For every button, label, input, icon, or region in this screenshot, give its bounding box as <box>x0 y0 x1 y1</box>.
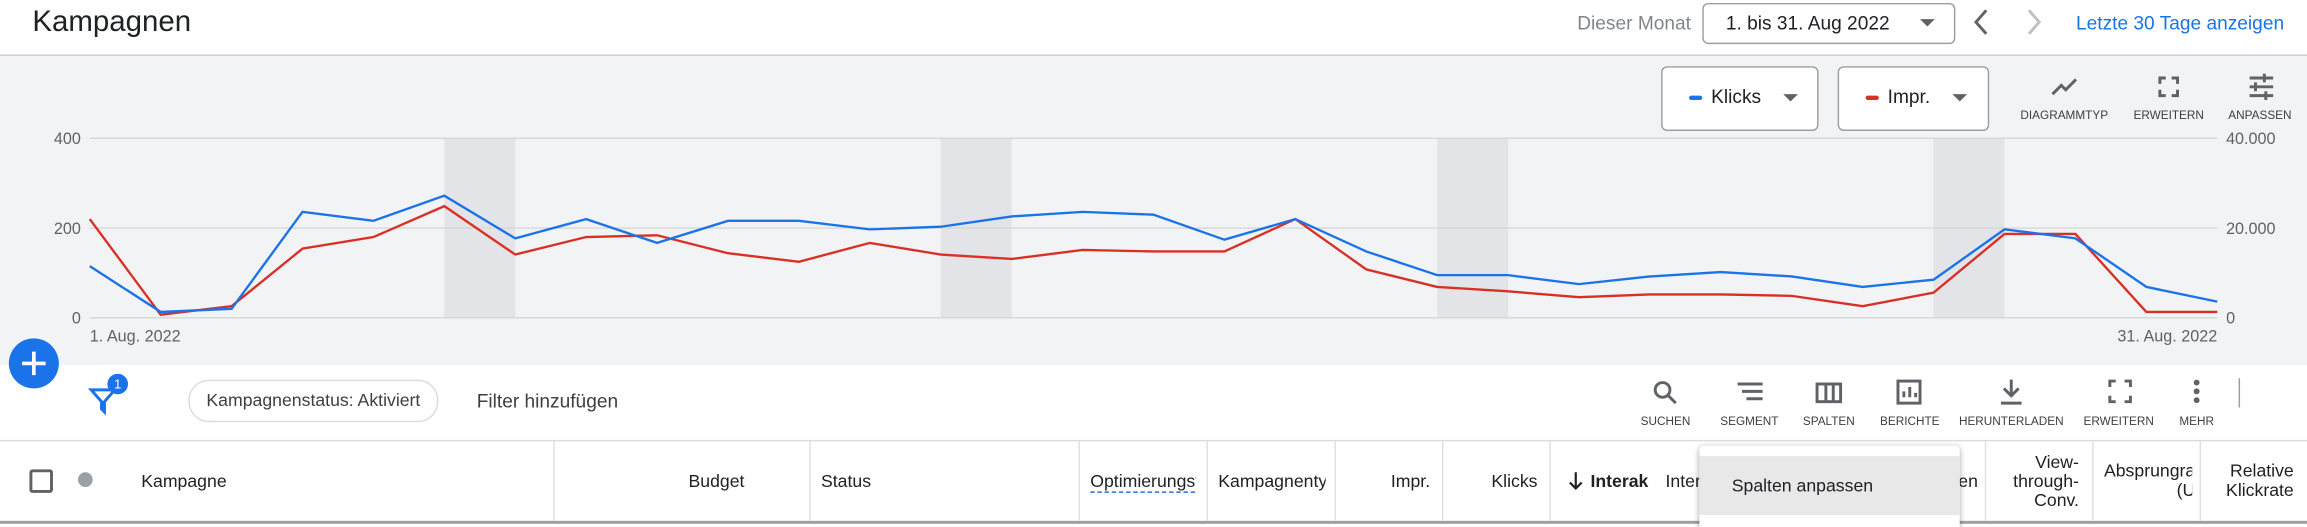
y2-tick-label: 20.000 <box>2226 220 2275 238</box>
column-header[interactable]: Budget <box>688 470 745 492</box>
column-header[interactable]: Status <box>820 470 872 492</box>
chart-type-icon[interactable] <box>2050 75 2079 99</box>
column-separator <box>2092 441 2094 521</box>
x-tick-label: 31. Aug. 2022 <box>2117 327 2217 345</box>
tool-label[interactable]: SUCHEN <box>1640 414 1691 429</box>
column-separator <box>1206 441 1208 521</box>
column-header[interactable]: Optimierungsfa <box>1090 470 1197 493</box>
column-header[interactable]: Kampagne <box>141 470 227 492</box>
expand-icon[interactable] <box>2157 75 2181 99</box>
series-line <box>88 204 2218 316</box>
legend-entry: Impr. <box>1887 85 1931 108</box>
last-30-days-link[interactable]: Letzte 30 Tage anzeigen <box>2076 11 2285 34</box>
tool-label[interactable]: HERUNTERLADEN <box>1958 414 2064 429</box>
toolbar-icons <box>1653 378 2241 408</box>
tool-label[interactable]: BERICHTE <box>1879 414 1940 429</box>
y-tick-label: 400 <box>54 130 81 148</box>
column-header[interactable]: Absprungra (U <box>2103 460 2193 501</box>
column-separator <box>1078 441 1080 521</box>
header <box>0 0 2307 56</box>
y-tick-label: 200 <box>54 220 81 238</box>
series-line <box>89 194 2218 314</box>
filter-chip[interactable]: Kampagnenstatus: Aktiviert <box>188 379 439 423</box>
column-separator <box>809 441 811 521</box>
caret <box>1952 94 1968 102</box>
metric-2-picker[interactable]: Impr. <box>1837 66 1990 131</box>
select-all-checkbox[interactable] <box>29 469 53 493</box>
column-separator <box>1984 441 1987 521</box>
filter-badge: 1 <box>107 373 129 395</box>
column-separator <box>1549 441 1551 521</box>
tool-label[interactable]: SPALTEN <box>1802 414 1855 429</box>
adjust-icon[interactable] <box>2247 73 2276 101</box>
caret <box>1783 94 1798 102</box>
tool-label: ANPASSEN <box>2228 108 2292 123</box>
dropdown-menu: Spalten anpassen <box>1699 445 1960 527</box>
column-header[interactable]: Klicks <box>1491 470 1538 492</box>
menu-item-label: Spalten anpassen <box>1731 475 1874 496</box>
tool-label[interactable]: ERWEITERN <box>2083 414 2154 429</box>
y-tick-label: 0 <box>72 310 81 328</box>
period-label: Dieser Monat <box>1577 11 1691 34</box>
column-header[interactable]: en <box>1958 470 1978 492</box>
legend-entry: Klicks <box>1711 85 1762 108</box>
column-separator <box>2199 441 2202 521</box>
column-header[interactable]: Impr. <box>1390 470 1431 492</box>
y2-tick-label: 40.000 <box>2226 130 2275 148</box>
tool-label: DIAGRAMMTYP <box>2020 108 2109 123</box>
column-separator <box>1334 441 1336 521</box>
caret <box>1920 19 1935 27</box>
tool-label[interactable]: MEHR <box>2179 414 2214 429</box>
series-swatch <box>1865 95 1879 101</box>
column-separator <box>553 441 555 521</box>
add-button[interactable] <box>7 337 60 390</box>
divider <box>0 439 2307 442</box>
nav-arrows[interactable] <box>1969 7 2057 36</box>
series-swatch <box>1689 95 1703 101</box>
metric-1-picker[interactable]: Klicks <box>1661 66 1819 131</box>
status-dot <box>77 472 93 488</box>
add-filter[interactable]: Filter hinzufügen <box>476 389 619 412</box>
column-separator <box>1441 441 1444 521</box>
column-header[interactable]: Interak <box>1590 470 1649 492</box>
column-header[interactable]: Kampagnentyp <box>1218 470 1326 492</box>
tool-label: ERWEITERN <box>2133 108 2204 123</box>
page-title: Kampagnen <box>32 5 192 39</box>
date-range: 1. bis 31. Aug 2022 <box>1725 11 1890 34</box>
column-header[interactable]: View-through-Conv. <box>2013 450 2079 510</box>
sort-arrow <box>1569 472 1583 491</box>
column-header[interactable]: Inter <box>1665 470 1701 492</box>
x-tick-label: 1. Aug. 2022 <box>90 327 181 345</box>
column-header[interactable]: Relative Klickrate <box>2226 460 2294 501</box>
tool-label[interactable]: SEGMENT <box>1720 414 1779 429</box>
y2-tick-label: 0 <box>2226 310 2235 328</box>
date-picker[interactable]: 1. bis 31. Aug 2022 <box>1702 2 1956 45</box>
divider <box>0 520 2307 524</box>
menu-item[interactable]: Spalten anpassen <box>1699 456 1960 515</box>
chart: 0 200 400 0 20.000 40.000 1. Aug. 2022 31. Aug.… <box>54 130 2276 345</box>
